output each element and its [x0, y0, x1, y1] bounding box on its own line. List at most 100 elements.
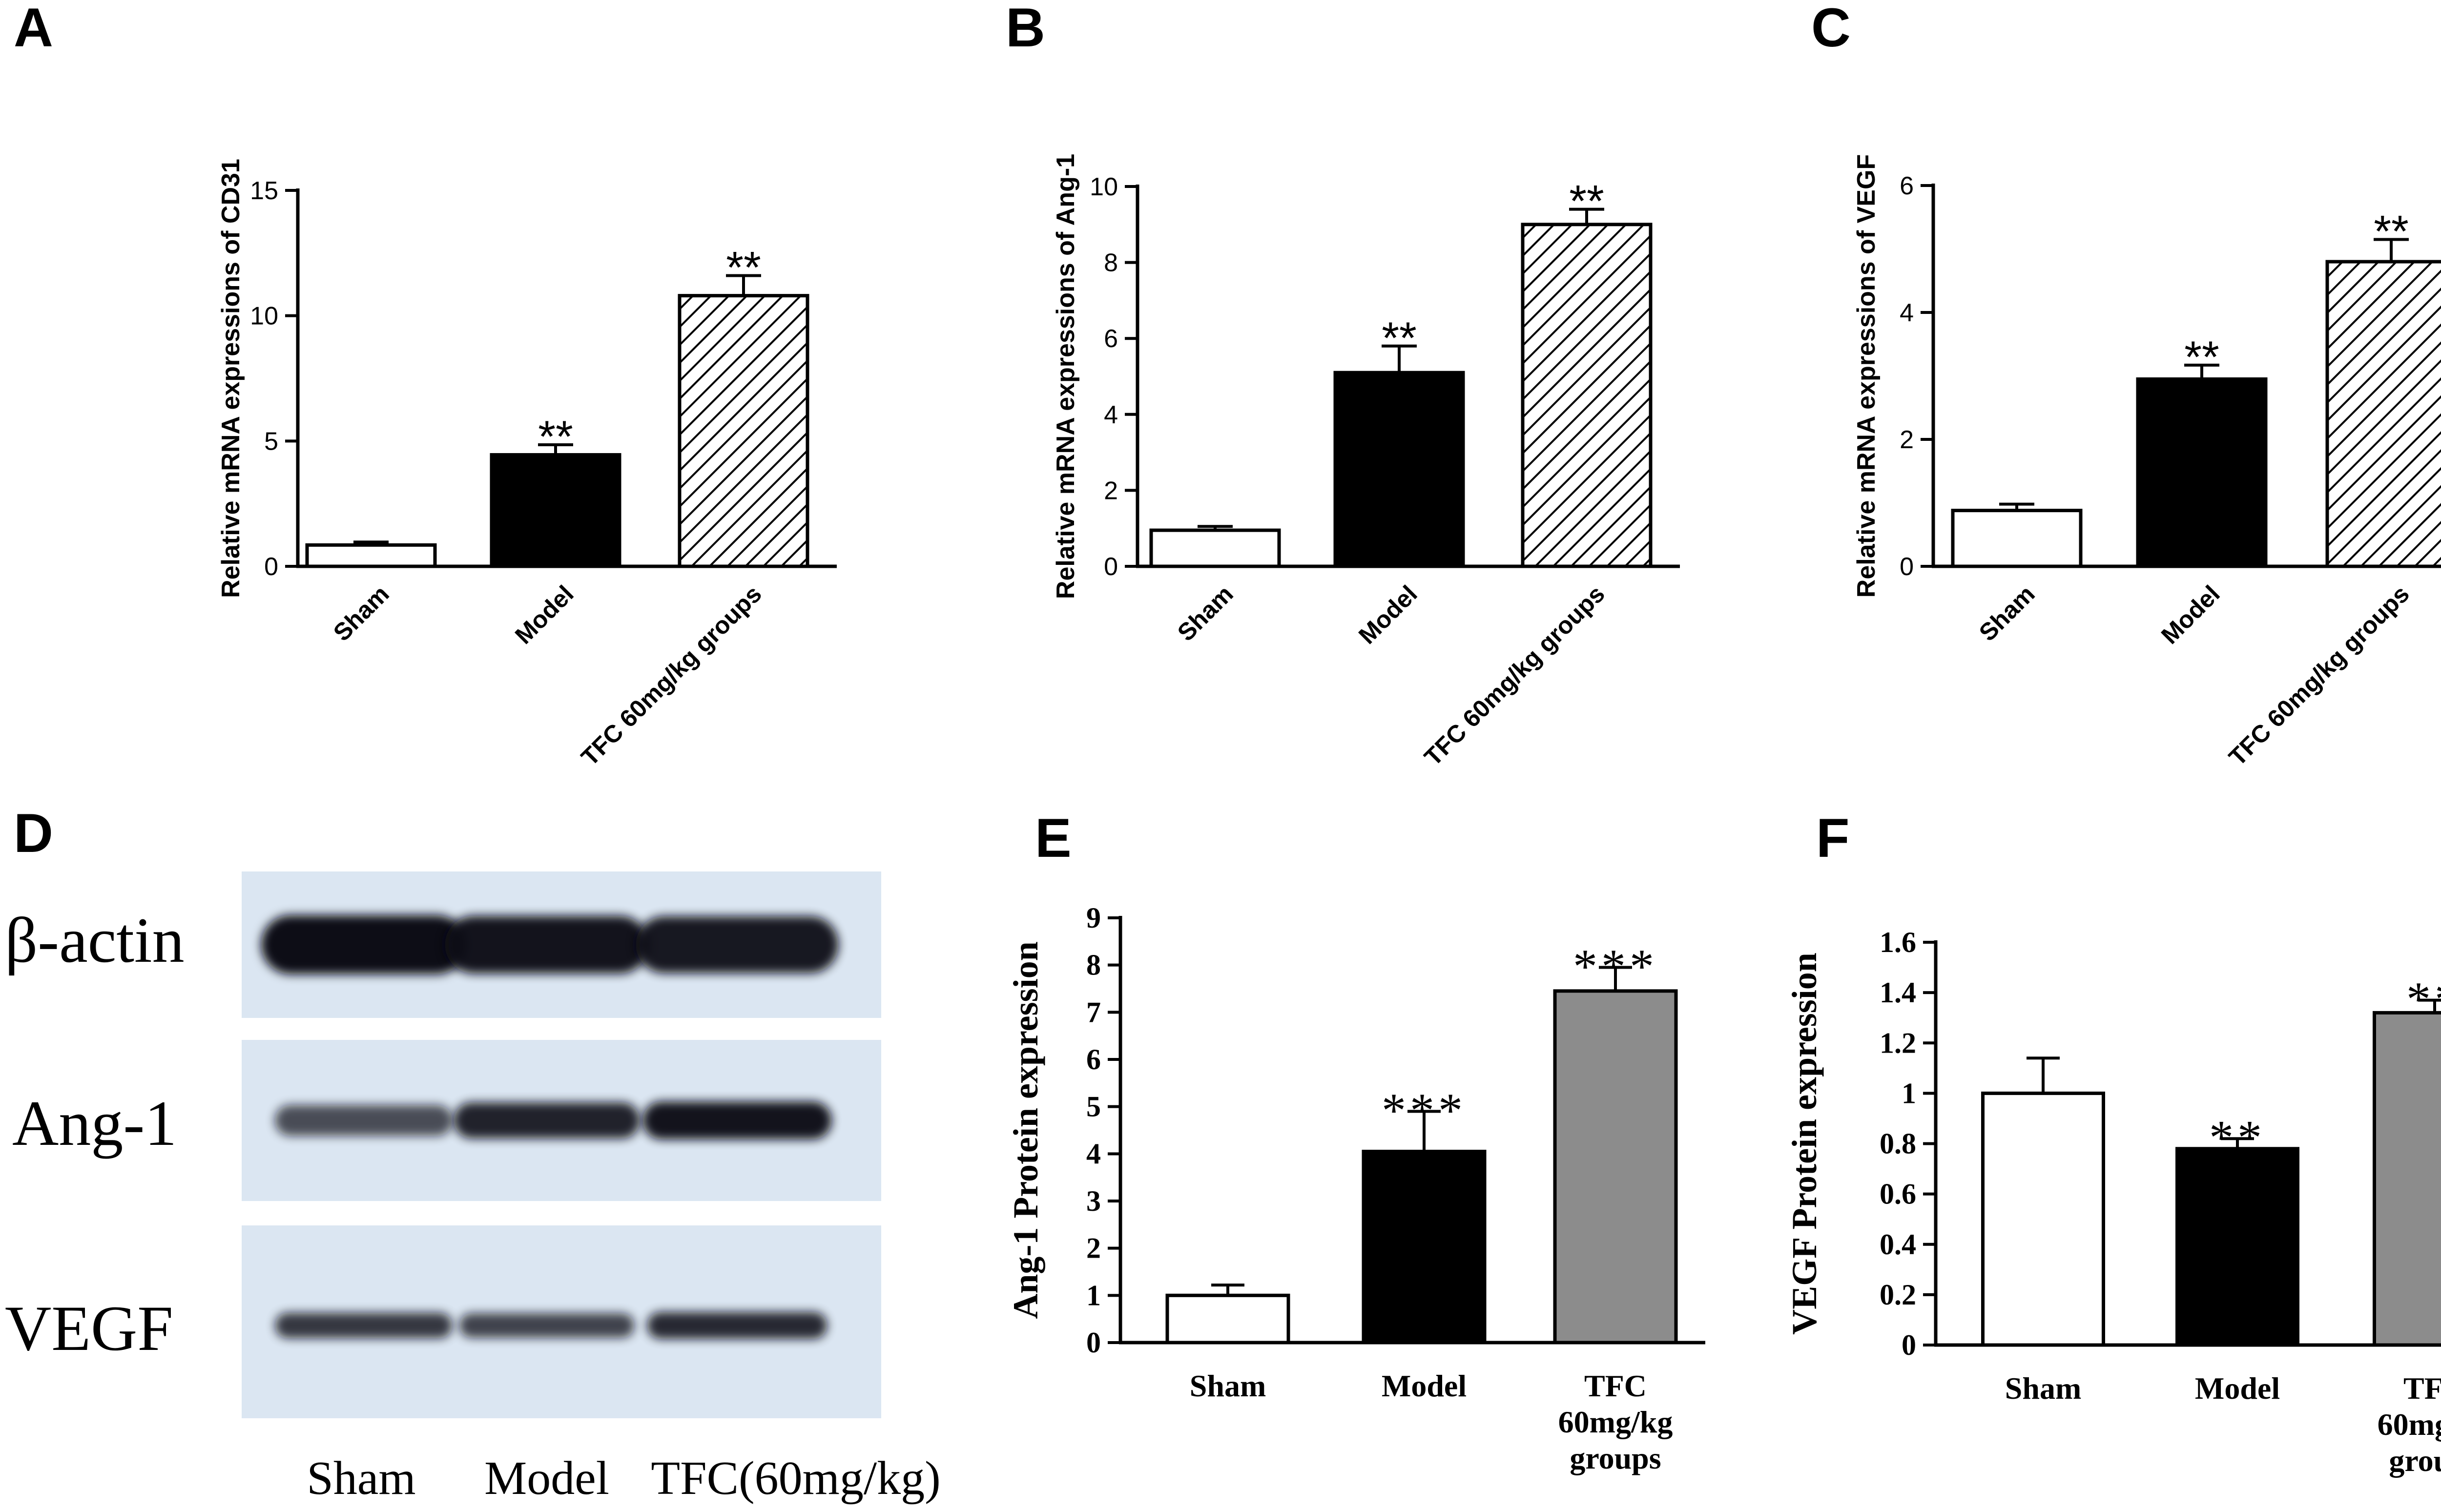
y-tick-label: 2 [1104, 476, 1118, 505]
bar-model [490, 453, 621, 568]
bar-tfc [1553, 989, 1678, 1345]
chart-e-ang1-protein: 0 1 2 3 4 5 6 7 8 9 Ang-1 Protein expression Sham **… [1006, 902, 1705, 1475]
x-category-label: Model [510, 580, 579, 649]
bar-tfc [678, 294, 809, 568]
y-tick-label: 1 [1902, 1077, 1916, 1109]
bar-sham [1165, 1293, 1290, 1345]
x-category-label: Sham [2005, 1371, 2082, 1406]
bar-tfc [2325, 260, 2441, 568]
significance-marker: ** [1569, 177, 1604, 227]
bar-model [1362, 1150, 1487, 1345]
chart-c-vegf: 0 2 4 6 Relative mRNA expressions of VEGF Sha… [1852, 154, 2441, 771]
y-tick-label: 0.4 [1880, 1228, 1916, 1261]
significance-marker: *** [1573, 939, 1658, 994]
panel-letter-c: C [1811, 0, 1851, 58]
blot-band [445, 915, 649, 974]
western-blot: β-actin Ang-1 VEGF Sham Model TFC(60mg/k… [5, 871, 941, 1505]
y-tick-label: 9 [1086, 902, 1101, 934]
chart-b-ang1: 0 2 4 6 8 10 Relative mRNA expressions of Ang-… [1052, 154, 1680, 771]
bar-sham [1981, 1091, 2105, 1347]
blot-label-vegf: VEGF [5, 1292, 173, 1364]
y-tick-label: 15 [250, 177, 278, 205]
y-tick-label: 5 [1086, 1091, 1101, 1123]
y-tick-label: 8 [1104, 249, 1118, 277]
significance-marker: ** [538, 412, 573, 462]
x-category-label: TFC 60mg/kg groups [576, 580, 767, 771]
y-tick-label: 4 [1104, 401, 1118, 429]
bar-model [2136, 377, 2268, 568]
panel-letter-d: D [14, 803, 53, 864]
significance-marker: ** [2374, 207, 2409, 257]
panel-letter-e: E [1035, 808, 1072, 869]
significance-marker: ** [726, 243, 761, 293]
y-tick-label: 0 [1086, 1326, 1101, 1359]
y-tick-label: 6 [1900, 172, 1914, 200]
x-category-label: Model [2195, 1371, 2280, 1406]
y-tick-label: 4 [1086, 1138, 1101, 1170]
blot-label-ang1: Ang-1 [12, 1087, 177, 1159]
y-tick-label: 6 [1104, 325, 1118, 353]
significance-marker: ** [1382, 313, 1417, 363]
y-tick-label: 0 [264, 553, 278, 581]
blot-band [275, 1105, 453, 1136]
y-axis-label: Ang-1 Protein expression [1006, 941, 1045, 1319]
significance-marker: ** [2406, 972, 2441, 1026]
x-category-label: Sham [1974, 580, 2040, 646]
y-tick-label: 2 [1900, 426, 1914, 454]
blot-lane-tfc: TFC(60mg/kg) [651, 1452, 940, 1505]
bar-model [1333, 371, 1465, 568]
y-tick-label: 1 [1086, 1279, 1101, 1311]
x-category-label: Sham [1190, 1368, 1266, 1403]
y-tick-label: 0 [1104, 553, 1118, 581]
x-category-label: TFC 60mg/kg groups [2224, 580, 2415, 771]
blot-band [647, 1312, 827, 1339]
chart-f-vegf-protein: 0 0.2 0.4 0.6 0.8 1 1.2 1.4 1.6 VEGF Protein expr… [1785, 926, 2441, 1478]
significance-marker: ** [2184, 332, 2219, 382]
significance-marker: ** [2209, 1110, 2266, 1164]
y-tick-label: 2 [1086, 1232, 1101, 1264]
x-category-label: Model [1353, 580, 1423, 649]
blot-band [275, 1312, 453, 1339]
y-tick-label: 0.2 [1880, 1279, 1916, 1311]
bar-tfc [1521, 223, 1653, 568]
bar-sham [305, 543, 437, 568]
blot-band [636, 916, 839, 973]
blot-band [261, 915, 466, 974]
significance-marker: *** [1382, 1083, 1467, 1137]
y-tick-label: 1.6 [1880, 926, 1916, 958]
y-tick-label: 1.2 [1880, 1027, 1916, 1059]
y-tick-label: 6 [1086, 1043, 1101, 1076]
y-tick-label: 10 [250, 302, 278, 331]
y-tick-label: 8 [1086, 949, 1101, 981]
panel-letter-a: A [14, 0, 53, 58]
blot-label-beta-actin: β-actin [5, 904, 185, 976]
x-category-label: Model [1382, 1368, 1467, 1403]
x-category-label: TFC 60mg/kg groups [1419, 580, 1610, 771]
blot-band [642, 1101, 832, 1139]
y-tick-label: 4 [1900, 299, 1914, 327]
y-tick-label: 0 [1900, 553, 1914, 581]
y-tick-label: 7 [1086, 996, 1101, 1028]
y-tick-label: 10 [1090, 173, 1118, 201]
y-tick-label: 0.8 [1880, 1128, 1916, 1160]
blot-band [454, 1102, 640, 1139]
y-tick-label: 3 [1086, 1185, 1101, 1217]
x-category-label: Sham [1172, 580, 1239, 646]
bar-tfc [2373, 1011, 2441, 1347]
blot-lane-sham: Sham [307, 1452, 415, 1505]
x-category-label: Model [2156, 580, 2225, 649]
bar-sham [1149, 528, 1281, 568]
blot-band [459, 1313, 635, 1338]
bar-model [2175, 1147, 2299, 1347]
x-category-label: Sham [328, 580, 394, 646]
y-tick-label: 0.6 [1880, 1178, 1916, 1210]
panel-letter-f: F [1816, 808, 1849, 869]
bar-sham [1951, 509, 2083, 568]
y-tick-label: 0 [1902, 1329, 1916, 1361]
y-axis-label: VEGF Protein expression [1785, 953, 1824, 1335]
y-axis-label: Relative mRNA expressions of VEGF [1852, 154, 1881, 598]
y-tick-label: 1.4 [1880, 976, 1916, 1009]
